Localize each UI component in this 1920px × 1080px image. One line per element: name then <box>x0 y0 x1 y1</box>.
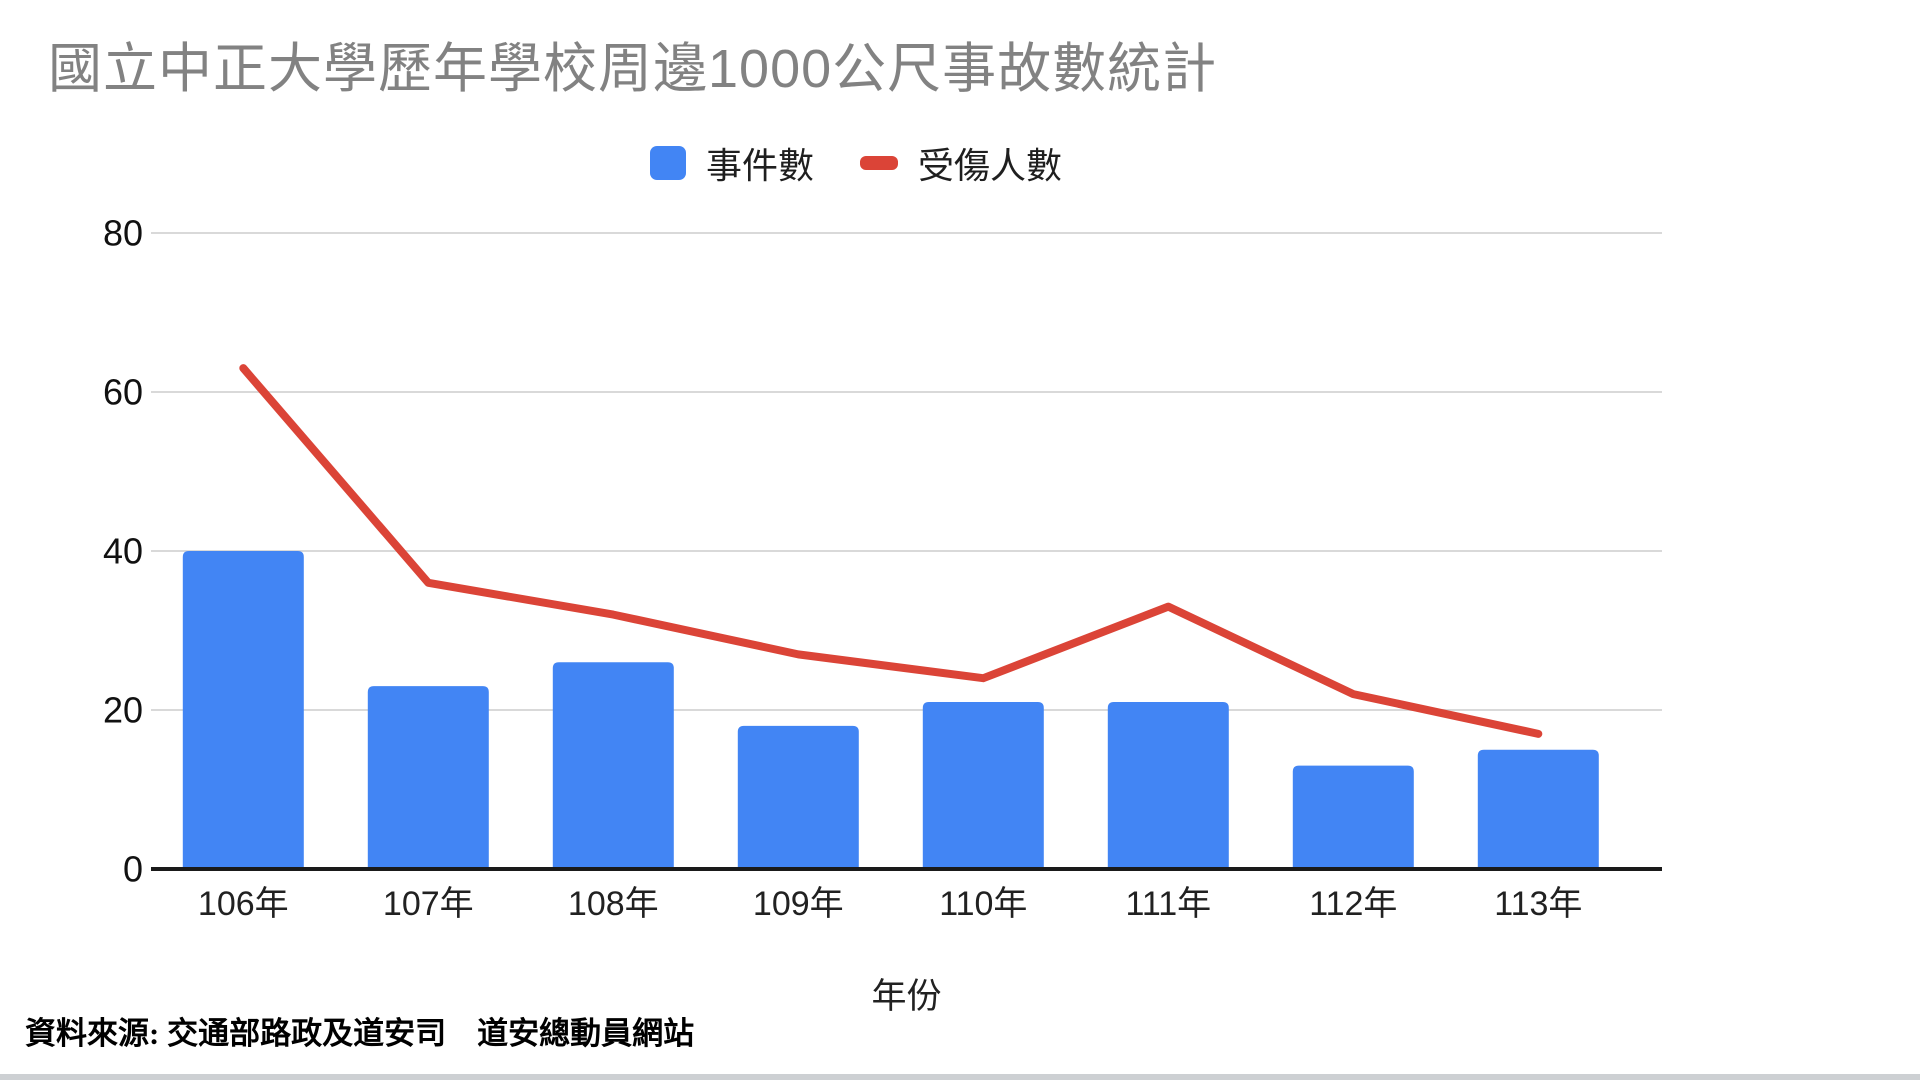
y-tick-label-20: 20 <box>103 690 143 731</box>
bar-110年 <box>922 702 1044 869</box>
bar-112年 <box>1292 765 1414 869</box>
events-series-swatch-icon <box>650 146 686 180</box>
bar-106年 <box>182 551 304 869</box>
x-tick-label-108年: 108年 <box>568 885 659 923</box>
x-tick-label-107年: 107年 <box>383 885 474 923</box>
x-tick-label-109年: 109年 <box>753 885 844 923</box>
x-tick-label-113年: 113年 <box>1494 885 1582 923</box>
x-axis-title: 年份 <box>871 977 942 1016</box>
y-tick-label-40: 40 <box>103 531 143 572</box>
y-tick-label-0: 0 <box>123 849 143 890</box>
bar-109年 <box>737 725 859 869</box>
bar-111年 <box>1107 702 1229 869</box>
injuries-line <box>239 364 1543 738</box>
y-tick-label-60: 60 <box>103 372 143 413</box>
source-note: 資料來源: 交通部路政及道安司 道安總動員網站 <box>25 1016 695 1051</box>
y-tick-label-80: 80 <box>103 213 143 254</box>
legend-label-injuries: 受傷人數 <box>918 145 1063 186</box>
bar-113年 <box>1477 749 1599 869</box>
bar-108年 <box>552 662 674 869</box>
chart-legend: 事件數 受傷人數 <box>650 142 1062 186</box>
x-tick-label-112年: 112年 <box>1309 885 1397 923</box>
bar-107年 <box>367 686 489 869</box>
chart-title: 國立中正大學歷年學校周邊1000公尺事故數統計 <box>48 39 1218 99</box>
legend-item-injuries: 受傷人數 <box>860 137 1062 189</box>
x-tick-label-106年: 106年 <box>198 885 289 923</box>
x-tick-label-111年: 111年 <box>1125 885 1211 923</box>
x-tick-label-110年: 110年 <box>939 885 1027 923</box>
legend-label-events: 事件數 <box>706 145 815 186</box>
injuries-series-swatch-icon <box>860 156 899 170</box>
legend-item-events: 事件數 <box>650 137 814 189</box>
bottom-edge-strip <box>0 1074 1920 1080</box>
